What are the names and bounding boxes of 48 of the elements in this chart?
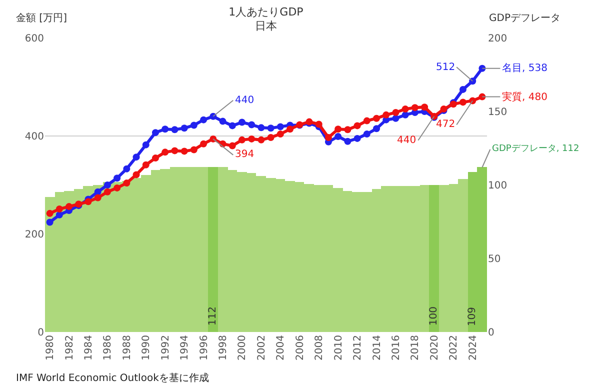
y2-tick-label: 200 — [488, 34, 508, 44]
x-tick-label: 2022 — [448, 335, 460, 360]
x-tick-label: 2016 — [390, 335, 402, 360]
x-tick-label: 1984 — [83, 335, 94, 360]
y2-axis-title: GDPデフレータ — [489, 13, 560, 24]
x-tick-label: 2000 — [237, 335, 248, 360]
y2-tick-label: 100 — [488, 180, 508, 192]
data-label: 394 — [235, 149, 254, 160]
data-label: GDPデフレータ, 112 — [492, 144, 580, 154]
y2-tick-label: 50 — [488, 254, 501, 265]
chart-title: 1人あたりGDP — [228, 5, 304, 18]
x-tick-label: 2012 — [352, 335, 364, 360]
text: IMF World Economic Outlookを基に作成 — [16, 372, 209, 384]
x-tick-label: 2024 — [468, 335, 479, 360]
x-tick-label: 1990 — [141, 335, 152, 360]
data-label: 109 — [467, 306, 478, 326]
data-label: 440 — [397, 135, 416, 146]
x-tick-label: 1992 — [160, 335, 172, 360]
x-tick-label: 1994 — [180, 335, 191, 360]
x-tick-label: 2008 — [314, 335, 326, 360]
data-label: 名目, 538 — [502, 62, 548, 74]
x-tick-label: 2018 — [410, 335, 422, 360]
data-label: 112 — [208, 306, 219, 326]
x-tick-label: 1986 — [102, 335, 114, 360]
x-tick-label: 1996 — [198, 335, 210, 360]
y-tick-label: 200 — [24, 230, 44, 240]
y2-tick-label: 0 — [488, 328, 494, 338]
y-axis-title: 金額 [万円] — [16, 12, 68, 24]
y2-tick-label: 150 — [488, 107, 508, 118]
x-tick-label: 2014 — [372, 335, 383, 360]
y-tick-label: 0 — [38, 328, 44, 338]
data-label: 512 — [436, 62, 456, 73]
data-label: 100 — [428, 306, 440, 326]
data-label: 実質, 480 — [502, 91, 548, 103]
x-tick-label: 2004 — [276, 335, 287, 360]
x-tick-label: 1982 — [64, 335, 76, 360]
x-tick-label: 2010 — [333, 335, 344, 360]
x-tick-label: 2006 — [294, 335, 306, 360]
x-tick-label: 1980 — [45, 335, 56, 360]
data-label: 472 — [436, 119, 456, 130]
x-tick-label: 2020 — [429, 335, 440, 360]
data-label: 440 — [235, 95, 254, 106]
y-tick-label: 600 — [24, 34, 44, 44]
x-tick-label: 2002 — [256, 335, 268, 360]
y-tick-label: 400 — [24, 132, 44, 142]
chart-subtitle: 日本 — [255, 20, 277, 33]
x-tick-label: 1988 — [122, 335, 133, 360]
x-tick-label: 1998 — [218, 335, 230, 360]
